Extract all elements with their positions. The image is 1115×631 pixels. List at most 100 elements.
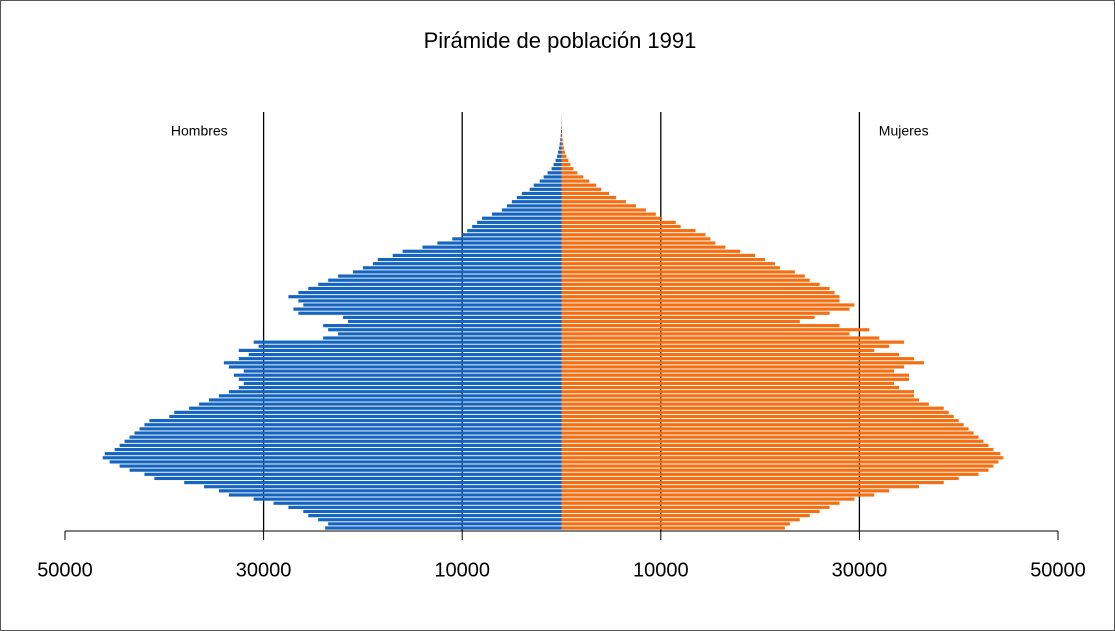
bar bbox=[561, 328, 870, 332]
x-tick-label: 50000 bbox=[1030, 559, 1086, 581]
bar bbox=[561, 175, 584, 179]
bar bbox=[561, 344, 890, 348]
bar bbox=[134, 431, 562, 435]
x-tick-label: 10000 bbox=[633, 559, 689, 581]
bar bbox=[561, 390, 915, 394]
bar bbox=[553, 162, 562, 167]
bar bbox=[559, 142, 562, 146]
bar bbox=[308, 286, 562, 291]
bar bbox=[561, 431, 974, 435]
bar bbox=[560, 138, 562, 142]
bar bbox=[561, 365, 905, 369]
bar bbox=[561, 369, 895, 373]
bar bbox=[298, 299, 562, 303]
bar bbox=[348, 319, 562, 324]
bar bbox=[328, 522, 562, 526]
bar bbox=[561, 464, 994, 468]
bar bbox=[561, 447, 994, 452]
bar bbox=[561, 262, 775, 266]
bar bbox=[233, 373, 562, 377]
bar bbox=[561, 266, 780, 270]
x-tick-label: 30000 bbox=[832, 559, 888, 581]
bar bbox=[288, 295, 562, 299]
bar bbox=[561, 402, 929, 406]
legend-label: Mujeres bbox=[879, 123, 929, 139]
bar bbox=[561, 443, 989, 447]
bar bbox=[218, 489, 562, 493]
bar bbox=[561, 377, 910, 381]
bar bbox=[561, 295, 840, 299]
bar bbox=[561, 381, 895, 386]
bar bbox=[149, 419, 562, 423]
bar bbox=[561, 146, 564, 150]
bar bbox=[561, 526, 785, 530]
bar bbox=[561, 394, 915, 398]
bar bbox=[561, 505, 830, 509]
bar bbox=[238, 357, 562, 361]
bar bbox=[561, 253, 756, 258]
bar bbox=[253, 340, 562, 344]
bar bbox=[228, 365, 562, 369]
bar bbox=[561, 212, 656, 216]
bar bbox=[506, 204, 562, 208]
bar bbox=[129, 468, 562, 472]
bar bbox=[323, 336, 562, 340]
bar bbox=[218, 394, 562, 398]
bar bbox=[338, 274, 562, 278]
bar bbox=[422, 245, 562, 249]
bar bbox=[561, 348, 875, 353]
bar bbox=[558, 150, 562, 154]
bar bbox=[109, 460, 562, 464]
bar bbox=[323, 324, 562, 328]
bar bbox=[561, 171, 578, 175]
bar bbox=[561, 423, 964, 427]
bar bbox=[561, 158, 569, 163]
bar bbox=[437, 241, 562, 245]
bar bbox=[529, 187, 562, 191]
bar bbox=[539, 179, 562, 183]
x-tick-label: 30000 bbox=[236, 559, 292, 581]
bar bbox=[559, 146, 562, 150]
bar bbox=[352, 270, 562, 274]
bar bbox=[377, 257, 562, 262]
bar bbox=[561, 216, 661, 220]
bar bbox=[561, 452, 1001, 456]
bar bbox=[362, 266, 562, 270]
bar bbox=[104, 452, 562, 456]
bar bbox=[561, 142, 564, 146]
bar bbox=[561, 468, 989, 472]
bar bbox=[114, 447, 562, 452]
bar bbox=[174, 410, 562, 414]
bar bbox=[561, 485, 919, 489]
bar bbox=[561, 501, 840, 505]
bar bbox=[124, 439, 562, 443]
chart-title: Pirámide de población 1991 bbox=[424, 28, 697, 53]
bar bbox=[561, 290, 835, 295]
bar bbox=[372, 262, 562, 266]
bar bbox=[561, 439, 984, 443]
bar bbox=[102, 456, 562, 460]
bar bbox=[561, 191, 610, 196]
bar bbox=[561, 336, 880, 340]
bar bbox=[477, 220, 562, 224]
bar bbox=[561, 274, 805, 278]
bar bbox=[228, 493, 562, 497]
bar bbox=[248, 352, 562, 357]
bar bbox=[561, 352, 900, 357]
bar bbox=[561, 237, 711, 241]
bar bbox=[325, 526, 562, 530]
bar bbox=[561, 200, 627, 204]
bar bbox=[288, 505, 562, 509]
bar bbox=[561, 257, 766, 262]
bar bbox=[561, 307, 850, 311]
bar bbox=[561, 183, 597, 187]
bar bbox=[561, 489, 890, 493]
bar bbox=[561, 435, 979, 439]
bar bbox=[561, 208, 646, 212]
bar bbox=[184, 480, 562, 485]
bar bbox=[238, 377, 562, 381]
bar bbox=[555, 158, 562, 163]
bar bbox=[243, 381, 562, 386]
bar bbox=[561, 456, 1004, 460]
bar bbox=[561, 324, 840, 328]
